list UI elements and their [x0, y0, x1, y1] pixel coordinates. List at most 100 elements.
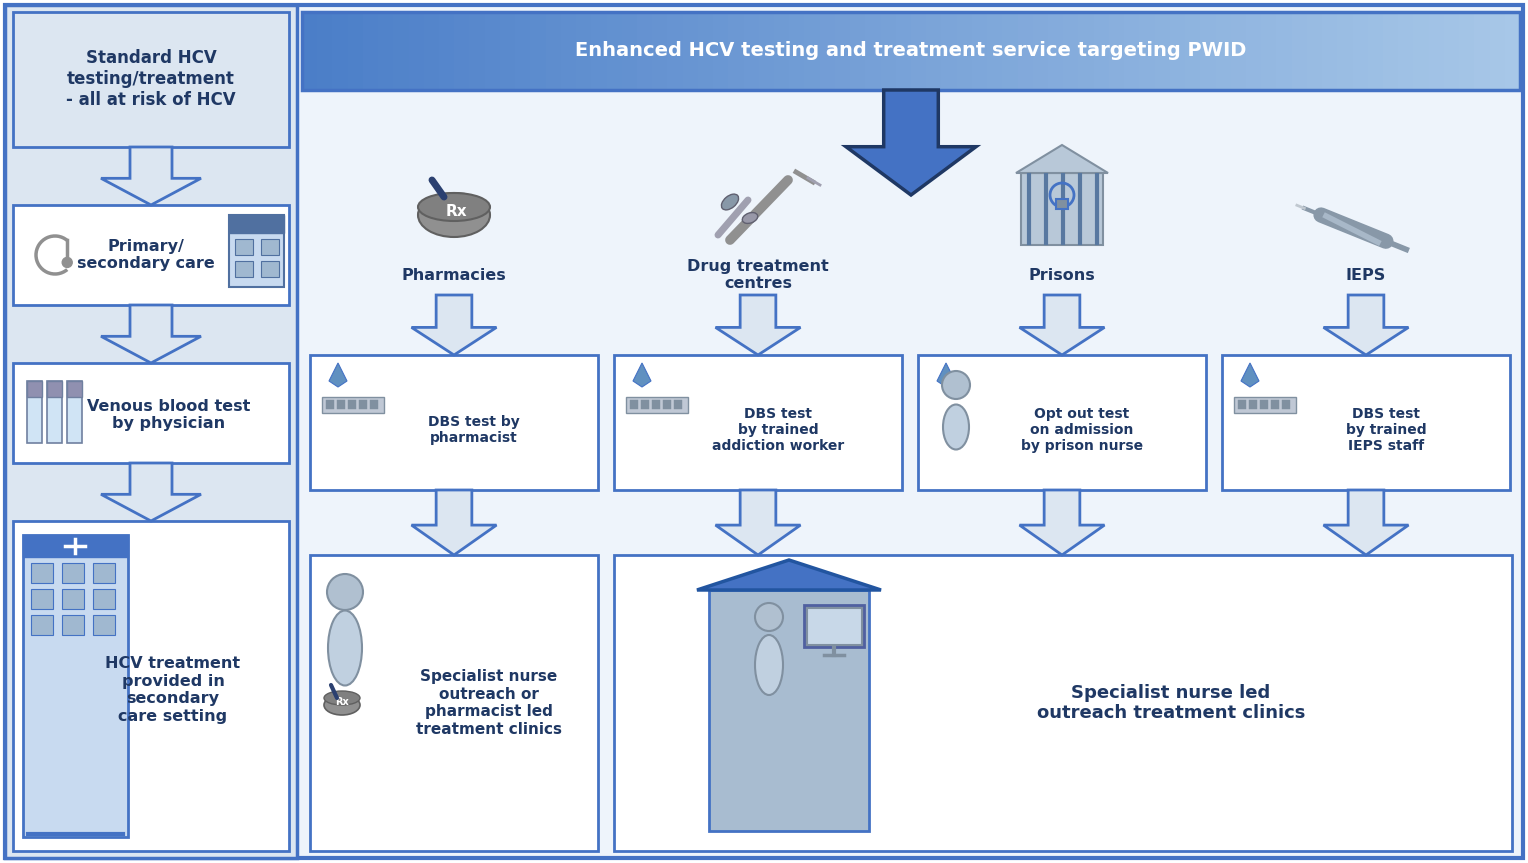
Ellipse shape — [943, 405, 969, 450]
Polygon shape — [633, 363, 651, 387]
Bar — [775, 12, 790, 90]
Polygon shape — [101, 463, 202, 521]
Bar — [454, 12, 471, 90]
Circle shape — [755, 603, 782, 631]
Bar — [93, 615, 115, 635]
Bar — [807, 608, 860, 644]
Bar — [972, 12, 989, 90]
Bar — [1248, 400, 1258, 409]
Text: Venous blood test
by physician: Venous blood test by physician — [87, 399, 251, 432]
Bar — [500, 12, 516, 90]
Text: Standard HCV
testing/treatment
- all at risk of HCV: Standard HCV testing/treatment - all at … — [66, 49, 235, 109]
Bar — [377, 12, 394, 90]
Polygon shape — [1019, 295, 1105, 355]
Bar — [322, 397, 384, 413]
Bar — [834, 12, 851, 90]
Bar — [1490, 12, 1505, 90]
Text: Primary/
secondary care: Primary/ secondary care — [76, 239, 215, 271]
Ellipse shape — [743, 212, 758, 224]
Bar — [683, 12, 698, 90]
Text: Pharmacies: Pharmacies — [402, 268, 506, 282]
Bar — [804, 605, 863, 647]
Bar — [926, 12, 943, 90]
Polygon shape — [411, 490, 497, 555]
Bar — [1352, 12, 1369, 90]
Bar — [93, 563, 115, 583]
Bar — [668, 12, 683, 90]
Text: Specialist nurse
outreach or
pharmacist led
treatment clinics: Specialist nurse outreach or pharmacist … — [416, 670, 562, 737]
Bar — [333, 12, 348, 90]
Bar — [1002, 12, 1019, 90]
Bar — [591, 12, 608, 90]
Bar — [642, 400, 649, 409]
Bar — [67, 381, 83, 443]
Bar — [229, 215, 284, 233]
Bar — [423, 12, 440, 90]
Bar — [1306, 12, 1323, 90]
Bar — [1337, 12, 1354, 90]
Bar — [261, 261, 280, 277]
Bar — [911, 12, 927, 90]
Bar — [393, 12, 410, 90]
Bar — [576, 12, 593, 90]
Bar — [408, 12, 425, 90]
Bar — [303, 12, 318, 90]
Text: Drug treatment
centres: Drug treatment centres — [688, 259, 828, 291]
Bar — [23, 535, 128, 837]
Bar — [63, 563, 84, 583]
Bar — [729, 12, 744, 90]
Bar — [1271, 400, 1279, 409]
Bar — [957, 12, 973, 90]
Bar — [1413, 12, 1430, 90]
Bar — [850, 12, 866, 90]
Bar — [1222, 355, 1510, 490]
Bar — [880, 12, 897, 90]
Polygon shape — [847, 90, 976, 195]
Bar — [1276, 12, 1293, 90]
Bar — [1230, 12, 1247, 90]
Bar — [607, 12, 623, 90]
Bar — [1079, 12, 1094, 90]
Bar — [1459, 12, 1476, 90]
Bar — [310, 355, 597, 490]
Bar — [303, 12, 1520, 90]
Text: Prisons: Prisons — [1028, 268, 1096, 282]
Bar — [1429, 12, 1445, 90]
Bar — [622, 12, 639, 90]
Bar — [1398, 12, 1415, 90]
Bar — [545, 12, 562, 90]
Bar — [1056, 199, 1068, 209]
Bar — [359, 400, 367, 409]
Ellipse shape — [329, 610, 362, 685]
Bar — [1125, 12, 1140, 90]
Polygon shape — [1323, 490, 1409, 555]
Bar — [865, 12, 882, 90]
Polygon shape — [715, 295, 801, 355]
Polygon shape — [411, 295, 497, 355]
Bar — [744, 12, 759, 90]
Text: HCV treatment
provided in
secondary
care setting: HCV treatment provided in secondary care… — [105, 657, 240, 723]
Bar — [348, 400, 356, 409]
Bar — [14, 521, 289, 851]
Bar — [1155, 12, 1170, 90]
Bar — [1282, 400, 1290, 409]
Bar — [14, 205, 289, 305]
Polygon shape — [1016, 145, 1108, 173]
Text: Opt out test
on admission
by prison nurse: Opt out test on admission by prison nurs… — [1021, 406, 1143, 453]
Text: Rx: Rx — [335, 697, 348, 707]
Bar — [23, 535, 128, 557]
Ellipse shape — [755, 635, 782, 695]
Text: Specialist nurse led
outreach treatment clinics: Specialist nurse led outreach treatment … — [1036, 683, 1305, 722]
Bar — [1475, 12, 1490, 90]
Ellipse shape — [721, 194, 738, 210]
Bar — [652, 400, 660, 409]
Bar — [31, 563, 53, 583]
Text: Enhanced HCV testing and treatment service targeting PWID: Enhanced HCV testing and treatment servi… — [576, 41, 1247, 60]
Bar — [93, 589, 115, 609]
Polygon shape — [937, 363, 955, 387]
Bar — [1033, 12, 1050, 90]
Bar — [469, 12, 486, 90]
Bar — [614, 555, 1513, 851]
Bar — [63, 615, 84, 635]
Bar — [918, 355, 1206, 490]
